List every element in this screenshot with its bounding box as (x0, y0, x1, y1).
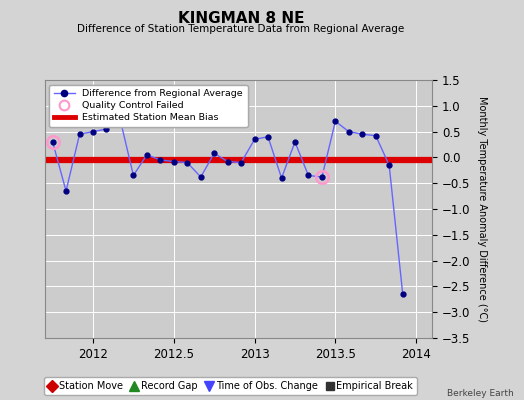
Text: Difference of Station Temperature Data from Regional Average: Difference of Station Temperature Data f… (78, 24, 405, 34)
Y-axis label: Monthly Temperature Anomaly Difference (°C): Monthly Temperature Anomaly Difference (… (477, 96, 487, 322)
Text: Berkeley Earth: Berkeley Earth (447, 389, 514, 398)
Legend: Difference from Regional Average, Quality Control Failed, Estimated Station Mean: Difference from Regional Average, Qualit… (49, 85, 248, 127)
Text: KINGMAN 8 NE: KINGMAN 8 NE (178, 11, 304, 26)
Legend: Station Move, Record Gap, Time of Obs. Change, Empirical Break: Station Move, Record Gap, Time of Obs. C… (44, 377, 417, 395)
